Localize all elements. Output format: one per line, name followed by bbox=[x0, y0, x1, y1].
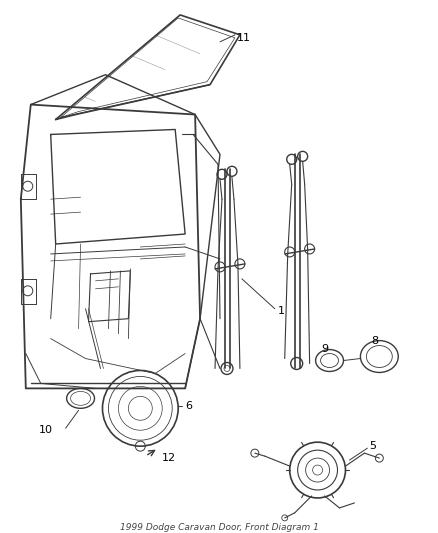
Text: 11: 11 bbox=[237, 33, 251, 43]
Text: 9: 9 bbox=[321, 344, 328, 353]
Text: 1999 Dodge Caravan Door, Front Diagram 1: 1999 Dodge Caravan Door, Front Diagram 1 bbox=[120, 523, 318, 532]
Text: 6: 6 bbox=[185, 401, 192, 411]
Text: 5: 5 bbox=[369, 441, 376, 451]
Text: 8: 8 bbox=[371, 336, 378, 345]
Text: 12: 12 bbox=[162, 453, 177, 463]
Text: 10: 10 bbox=[39, 425, 53, 435]
Text: 1: 1 bbox=[278, 306, 285, 316]
